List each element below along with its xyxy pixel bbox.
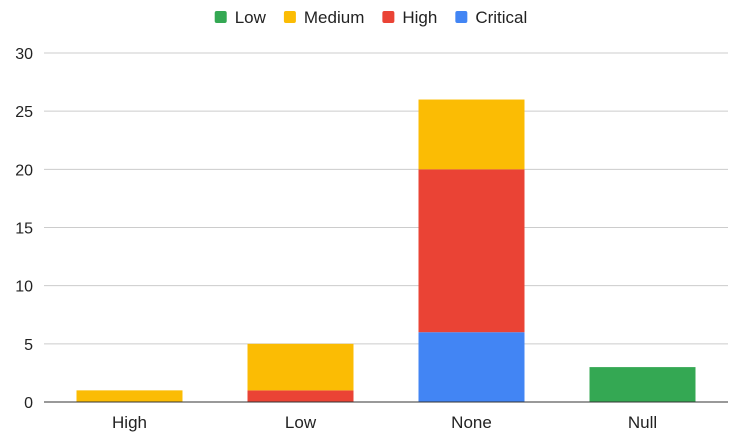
bar-segment-none-critical <box>418 332 525 402</box>
x-category-label: Null <box>628 413 657 432</box>
x-category-label: Low <box>285 413 317 432</box>
legend-swatch <box>455 11 468 23</box>
legend-swatch <box>214 11 227 23</box>
legend-label: High <box>402 8 437 27</box>
bar-segment-null-low <box>589 367 696 402</box>
bar-segment-low-medium <box>247 343 354 391</box>
x-category-label: None <box>451 413 492 432</box>
legend-item-critical[interactable]: Critical <box>455 8 527 27</box>
legend-label: Medium <box>304 8 364 27</box>
y-tick-label: 30 <box>15 46 33 63</box>
y-tick-label: 5 <box>24 337 33 354</box>
legend-label: Critical <box>475 8 527 27</box>
bars <box>76 99 696 402</box>
legend-item-high[interactable]: High <box>382 8 437 27</box>
y-axis-ticks: 0 5 10 15 20 25 30 <box>15 46 33 412</box>
gridlines <box>44 52 728 345</box>
legend-item-medium[interactable]: Medium <box>283 8 364 27</box>
y-tick-label: 20 <box>15 162 33 179</box>
bar-segment-low-high <box>247 390 354 402</box>
x-category-label: High <box>112 413 147 432</box>
x-axis-labels: High Low None Null <box>112 413 657 432</box>
legend-label: Low <box>235 8 267 27</box>
y-tick-label: 15 <box>15 221 33 238</box>
y-tick-label: 25 <box>15 104 33 121</box>
legend: Low Medium High Critical <box>214 8 527 27</box>
legend-swatch <box>382 11 395 23</box>
bar-segment-none-high <box>418 169 525 333</box>
bar-segment-high-medium <box>76 390 183 402</box>
legend-item-low[interactable]: Low <box>214 8 267 27</box>
y-tick-label: 10 <box>15 279 33 296</box>
bar-segment-none-medium <box>418 99 525 170</box>
y-tick-label: 0 <box>24 395 33 412</box>
legend-swatch <box>283 11 296 23</box>
